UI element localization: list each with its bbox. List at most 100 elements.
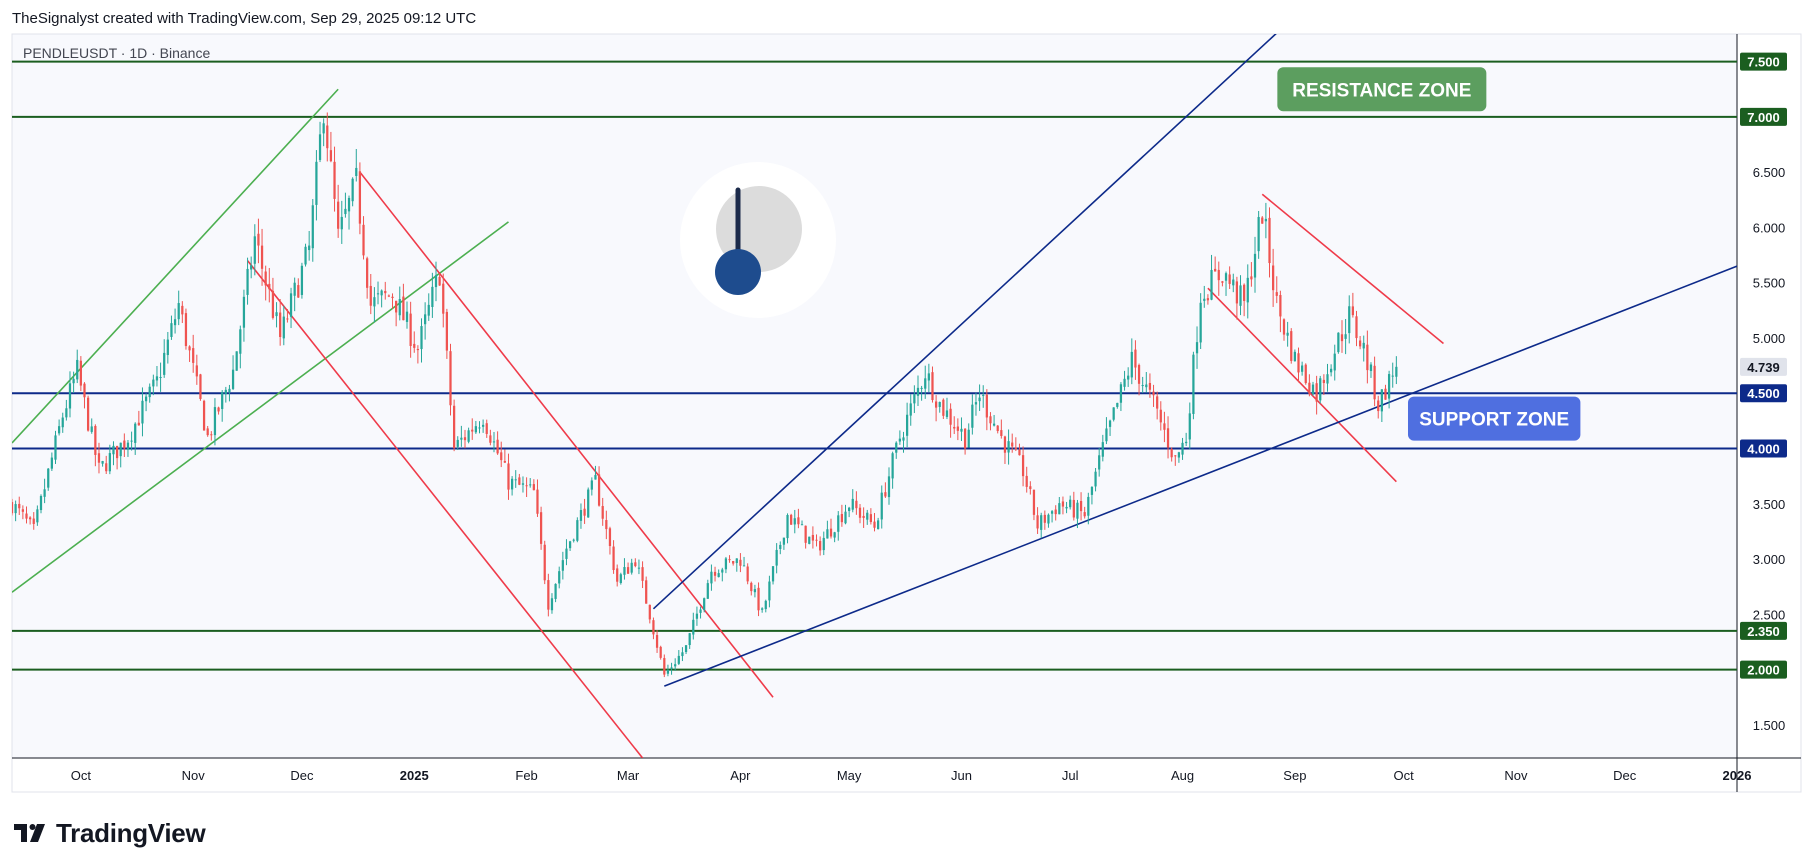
- candle-body: [478, 427, 481, 429]
- candle-body: [1156, 396, 1159, 409]
- candle-body: [1032, 489, 1036, 515]
- chart-frame: [11, 33, 1802, 793]
- trendline[interactable]: [652, 23, 1287, 610]
- candle-body: [25, 513, 28, 519]
- candle-body: [260, 245, 264, 269]
- candle-body: [300, 265, 304, 295]
- candle-body: [1127, 375, 1130, 380]
- candle-body: [1319, 378, 1322, 401]
- trendline[interactable]: [1261, 193, 1444, 345]
- candle-body: [438, 276, 441, 286]
- candle-body: [880, 492, 883, 520]
- candle-body: [974, 402, 978, 405]
- candle-body: [326, 125, 329, 149]
- candle-body: [949, 408, 952, 425]
- plot-area[interactable]: [12, 34, 1737, 758]
- candle-body: [837, 515, 840, 532]
- candle-body: [1221, 281, 1224, 283]
- x-tick-label: Sep: [1283, 768, 1306, 783]
- candle-body: [757, 587, 760, 611]
- candle-body: [1199, 302, 1202, 343]
- candle-body: [380, 290, 383, 296]
- x-tick-label: May: [837, 768, 862, 783]
- candle-body: [960, 428, 963, 432]
- candle-body: [855, 500, 858, 509]
- candle-body: [366, 258, 369, 288]
- candle-body: [1188, 413, 1191, 440]
- candle-body: [1264, 218, 1268, 222]
- candle-body: [1065, 506, 1068, 509]
- candle-body: [616, 568, 619, 582]
- candle-body: [86, 397, 90, 431]
- candle-body: [873, 521, 876, 528]
- candle-body: [163, 352, 166, 375]
- candle-body: [938, 402, 941, 407]
- candle-body: [1116, 402, 1119, 407]
- candle-body: [1239, 285, 1242, 306]
- candle-body: [123, 440, 126, 449]
- candle-body: [282, 316, 285, 339]
- candle-body: [1108, 420, 1112, 427]
- candle-body: [101, 461, 104, 464]
- candle-body: [1395, 366, 1398, 377]
- candle-body: [492, 441, 496, 443]
- candle-body: [340, 216, 343, 230]
- candle-body: [1123, 378, 1126, 387]
- level-price-tag: 4.500: [1740, 384, 1787, 403]
- candle-body: [1308, 382, 1311, 394]
- resistance-zone-label[interactable]: RESISTANCE ZONE: [1277, 67, 1487, 112]
- candle-body: [1301, 365, 1304, 372]
- candle-body: [851, 498, 854, 510]
- candle-body: [1083, 512, 1086, 517]
- candle-body: [641, 567, 644, 581]
- candle-body: [681, 652, 684, 657]
- candle-body: [434, 275, 438, 288]
- candle-body: [692, 619, 695, 635]
- candle-body: [942, 399, 945, 416]
- y-tick-label: 2.500: [1753, 607, 1786, 622]
- candle-body: [395, 300, 398, 313]
- candle-body: [721, 569, 724, 573]
- candle-body: [1387, 374, 1391, 399]
- candle-body: [659, 646, 662, 658]
- candle-body: [510, 478, 514, 490]
- candle-body: [268, 283, 271, 290]
- candle-body: [181, 305, 184, 315]
- candle-body: [253, 236, 256, 264]
- candle-body: [1152, 391, 1155, 396]
- candle-body: [1054, 509, 1057, 515]
- candle-body: [166, 339, 169, 356]
- candle-body: [536, 489, 539, 514]
- trendline[interactable]: [12, 88, 339, 444]
- trendline[interactable]: [664, 265, 1737, 687]
- candle-body: [782, 537, 786, 545]
- candle-body: [1145, 384, 1148, 388]
- support-zone-label[interactable]: SUPPORT ZONE: [1407, 396, 1581, 441]
- candle-body: [199, 374, 202, 399]
- candle-body: [329, 150, 333, 162]
- candle-body: [1391, 375, 1394, 377]
- candle-body: [710, 571, 713, 584]
- candle-body: [1290, 331, 1293, 361]
- candle-body: [887, 476, 891, 498]
- candle-body: [862, 515, 865, 518]
- trendline[interactable]: [246, 260, 644, 758]
- candle-body: [413, 343, 416, 348]
- candle-body: [1344, 334, 1347, 339]
- candle-body: [924, 378, 927, 389]
- candle-body: [68, 383, 72, 409]
- candle-body: [1340, 334, 1344, 342]
- y-tick-label: 5.500: [1753, 276, 1786, 291]
- candle-body: [753, 589, 757, 593]
- candle-body: [532, 484, 535, 491]
- tradingview-brand[interactable]: TradingView: [14, 818, 206, 848]
- candle-body: [902, 437, 905, 441]
- svg-text:7.500: 7.500: [1747, 55, 1780, 70]
- candle-body: [655, 635, 659, 648]
- trendline[interactable]: [1207, 287, 1397, 483]
- candle-body: [1119, 384, 1123, 403]
- trendline[interactable]: [12, 221, 509, 593]
- candle-body: [822, 537, 825, 551]
- candle-body: [289, 293, 293, 317]
